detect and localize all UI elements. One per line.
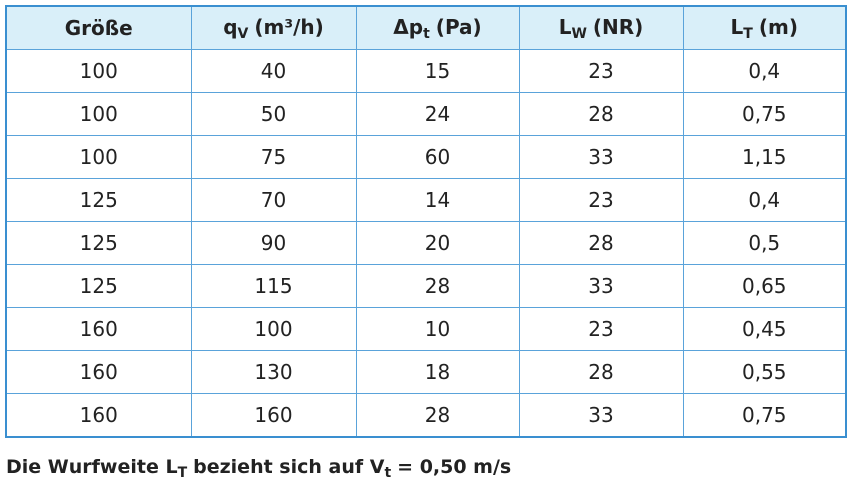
table-cell: 14 (355, 178, 520, 222)
table-body: 100 40 15 23 0,4 100 50 24 28 0,75 100 75 60 33 1,15 12… (5, 49, 847, 438)
table-row: 125 90 20 28 0,5 (5, 221, 847, 265)
table-row: 160 130 18 28 0,55 (5, 350, 847, 394)
table-cell: 125 (5, 264, 192, 308)
header-cell: LW (NR) (518, 5, 684, 50)
table-cell: 0,75 (682, 92, 847, 136)
header-row: Größe qV (m³/h) Δpt (Pa) LW (NR) LT (m) (5, 5, 847, 50)
header-unit: (m³/h) (254, 14, 324, 39)
footnote-text: bezieht sich auf V (193, 456, 385, 478)
header-subscript: T (743, 25, 753, 42)
header-text: q (223, 14, 238, 39)
table-row: 160 100 10 23 0,45 (5, 307, 847, 351)
table-cell: 60 (355, 135, 520, 179)
table-row: 125 115 28 33 0,65 (5, 264, 847, 308)
header-subscript: V (237, 25, 249, 42)
table-cell: 28 (355, 264, 520, 308)
table-cell: 23 (518, 307, 684, 351)
header-text: Größe (64, 16, 133, 40)
header-subscript: W (571, 25, 587, 42)
table-cell: 0,4 (682, 178, 847, 222)
table-cell: 23 (518, 178, 684, 222)
table-cell: 0,4 (682, 49, 847, 93)
table-cell: 23 (518, 49, 684, 93)
table-cell: 1,15 (682, 135, 847, 179)
table-cell: 125 (5, 221, 192, 265)
header-unit: (m) (758, 14, 798, 39)
table-cell: 0,45 (682, 307, 847, 351)
table-row: 100 75 60 33 1,15 (5, 135, 847, 179)
table-cell: 33 (518, 393, 684, 438)
table-cell: 33 (518, 264, 684, 308)
table-cell: 160 (5, 350, 192, 394)
header-unit: (NR) (592, 14, 644, 39)
header-subscript: t (423, 25, 430, 42)
header-cell: qV (m³/h) (190, 5, 357, 50)
table-cell: 40 (190, 49, 357, 93)
table-cell: 100 (5, 49, 192, 93)
header-text: L (558, 14, 572, 39)
footnote-text: Die Wurfweite L (6, 456, 178, 478)
header-cell: LT (m) (682, 5, 847, 50)
header-cell: Größe (5, 5, 192, 50)
table-cell: 10 (355, 307, 520, 351)
table-cell: 15 (355, 49, 520, 93)
table-row: 160 160 28 33 0,75 (5, 393, 847, 438)
table-cell: 130 (190, 350, 357, 394)
table-cell: 28 (518, 350, 684, 394)
table-cell: 115 (190, 264, 357, 308)
header-text: L (730, 14, 744, 39)
footnote-text: = 0,50 m/s (397, 456, 512, 478)
table-cell: 160 (190, 393, 357, 438)
header-unit: (Pa) (435, 14, 482, 39)
table-container: Größe qV (m³/h) Δpt (Pa) LW (NR) LT (m) 100 40 15 2… (5, 5, 847, 438)
footnote: Die Wurfweite LT bezieht sich auf Vt = 0,5… (6, 456, 511, 481)
table-cell: 28 (355, 393, 520, 438)
table-cell: 160 (5, 307, 192, 351)
table-cell: 100 (5, 92, 192, 136)
table-cell: 33 (518, 135, 684, 179)
table-cell: 24 (355, 92, 520, 136)
table-cell: 90 (190, 221, 357, 265)
table-row: 125 70 14 23 0,4 (5, 178, 847, 222)
table-cell: 160 (5, 393, 192, 438)
table-cell: 100 (190, 307, 357, 351)
table-cell: 28 (518, 92, 684, 136)
header-cell: Δpt (Pa) (355, 5, 520, 50)
footnote-subscript: t (384, 465, 392, 481)
table-cell: 70 (190, 178, 357, 222)
table-cell: 50 (190, 92, 357, 136)
table-cell: 28 (518, 221, 684, 265)
table-cell: 0,65 (682, 264, 847, 308)
table-row: 100 50 24 28 0,75 (5, 92, 847, 136)
footnote-subscript: T (177, 465, 188, 481)
table-cell: 75 (190, 135, 357, 179)
table-cell: 0,75 (682, 393, 847, 438)
table-cell: 18 (355, 350, 520, 394)
table-cell: 100 (5, 135, 192, 179)
table-cell: 0,5 (682, 221, 847, 265)
table-cell: 0,55 (682, 350, 847, 394)
table-cell: 20 (355, 221, 520, 265)
table-row: 100 40 15 23 0,4 (5, 49, 847, 93)
data-table: Größe qV (m³/h) Δpt (Pa) LW (NR) LT (m) 100 40 15 2… (5, 5, 847, 438)
table-cell: 125 (5, 178, 192, 222)
header-text: Δp (393, 14, 424, 39)
